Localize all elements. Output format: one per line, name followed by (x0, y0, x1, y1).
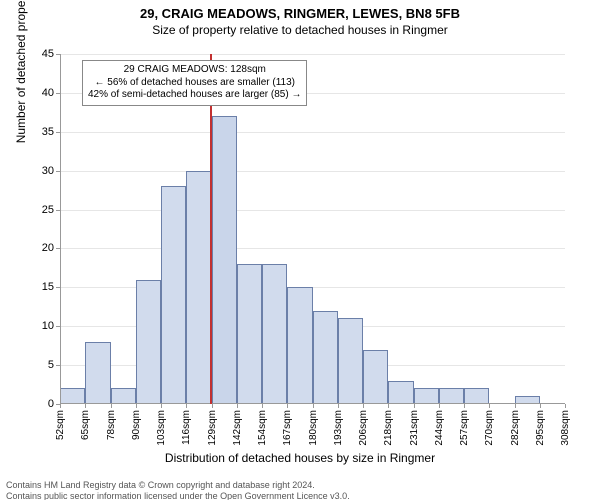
x-tick-label: 90sqm (131, 410, 142, 440)
x-tick-label: 65sqm (80, 410, 91, 440)
histogram-bar (338, 318, 363, 404)
callout-line: ← 56% of detached houses are smaller (11… (88, 77, 301, 90)
x-tick-label: 206sqm (358, 410, 369, 446)
y-tick-label: 35 (42, 126, 54, 138)
x-tick-label: 244sqm (434, 410, 445, 446)
callout-line: 29 CRAIG MEADOWS: 128sqm (88, 64, 301, 77)
histogram-bar (464, 388, 489, 404)
y-tick-label: 25 (42, 204, 54, 216)
x-tick-label: 52sqm (55, 410, 66, 440)
y-axis-title: Number of detached properties (14, 0, 28, 143)
x-tick-mark (161, 404, 162, 408)
footer-line-2: Contains public sector information licen… (6, 491, 594, 500)
histogram-bar (313, 311, 338, 404)
y-axis-line (60, 54, 61, 404)
histogram-bar (414, 388, 439, 404)
x-tick-label: 129sqm (207, 410, 218, 446)
x-tick-mark (237, 404, 238, 408)
histogram-bar (262, 264, 287, 404)
marker-line (210, 54, 212, 404)
histogram-bar (212, 116, 237, 404)
x-tick-label: 270sqm (484, 410, 495, 446)
histogram-bar (439, 388, 464, 404)
footer: Contains HM Land Registry data © Crown c… (6, 480, 594, 500)
x-tick-label: 154sqm (257, 410, 268, 446)
histogram-chart: 05101520253035404552sqm65sqm78sqm90sqm10… (60, 54, 565, 404)
callout-box: 29 CRAIG MEADOWS: 128sqm← 56% of detache… (82, 60, 307, 106)
x-tick-mark (489, 404, 490, 408)
histogram-bar (60, 388, 85, 404)
x-tick-label: 193sqm (333, 410, 344, 446)
x-tick-mark (313, 404, 314, 408)
footer-line-1: Contains HM Land Registry data © Crown c… (6, 480, 594, 491)
bars-container (60, 54, 565, 404)
x-tick-label: 282sqm (510, 410, 521, 446)
x-tick-mark (85, 404, 86, 408)
histogram-bar (161, 186, 186, 404)
x-tick-mark (60, 404, 61, 408)
x-tick-label: 295sqm (535, 410, 546, 446)
x-tick-mark (338, 404, 339, 408)
x-tick-mark (287, 404, 288, 408)
page-title: 29, CRAIG MEADOWS, RINGMER, LEWES, BN8 5… (0, 6, 600, 21)
x-tick-mark (136, 404, 137, 408)
x-tick-mark (111, 404, 112, 408)
x-tick-label: 78sqm (106, 410, 117, 440)
x-axis-title: Distribution of detached houses by size … (0, 451, 600, 465)
y-tick-label: 45 (42, 48, 54, 60)
histogram-bar (287, 287, 312, 404)
x-tick-label: 231sqm (409, 410, 420, 446)
x-tick-label: 103sqm (156, 410, 167, 446)
y-tick-label: 40 (42, 87, 54, 99)
x-tick-label: 167sqm (282, 410, 293, 446)
histogram-bar (388, 381, 413, 404)
x-tick-label: 116sqm (181, 410, 192, 445)
y-tick-label: 30 (42, 165, 54, 177)
histogram-bar (237, 264, 262, 404)
x-tick-mark (363, 404, 364, 408)
callout-line: 42% of semi-detached houses are larger (… (88, 89, 301, 102)
x-tick-mark (439, 404, 440, 408)
page-subtitle: Size of property relative to detached ho… (0, 23, 600, 37)
x-tick-mark (388, 404, 389, 408)
x-tick-mark (414, 404, 415, 408)
x-tick-mark (186, 404, 187, 408)
y-tick-label: 15 (42, 281, 54, 293)
x-tick-label: 257sqm (459, 410, 470, 446)
x-tick-mark (464, 404, 465, 408)
histogram-bar (363, 350, 388, 404)
x-tick-mark (540, 404, 541, 408)
x-tick-mark (565, 404, 566, 408)
histogram-bar (186, 171, 211, 404)
y-tick-label: 20 (42, 242, 54, 254)
histogram-bar (136, 280, 161, 404)
x-tick-label: 308sqm (560, 410, 571, 446)
histogram-bar (85, 342, 110, 404)
histogram-bar (111, 388, 136, 404)
x-tick-label: 142sqm (232, 410, 243, 446)
x-tick-mark (212, 404, 213, 408)
x-tick-label: 218sqm (383, 410, 394, 446)
x-tick-mark (262, 404, 263, 408)
x-tick-mark (515, 404, 516, 408)
x-axis-line (60, 403, 565, 404)
y-tick-label: 0 (48, 398, 54, 410)
x-tick-label: 180sqm (308, 410, 319, 446)
y-tick-label: 5 (48, 359, 54, 371)
y-tick-label: 10 (42, 320, 54, 332)
